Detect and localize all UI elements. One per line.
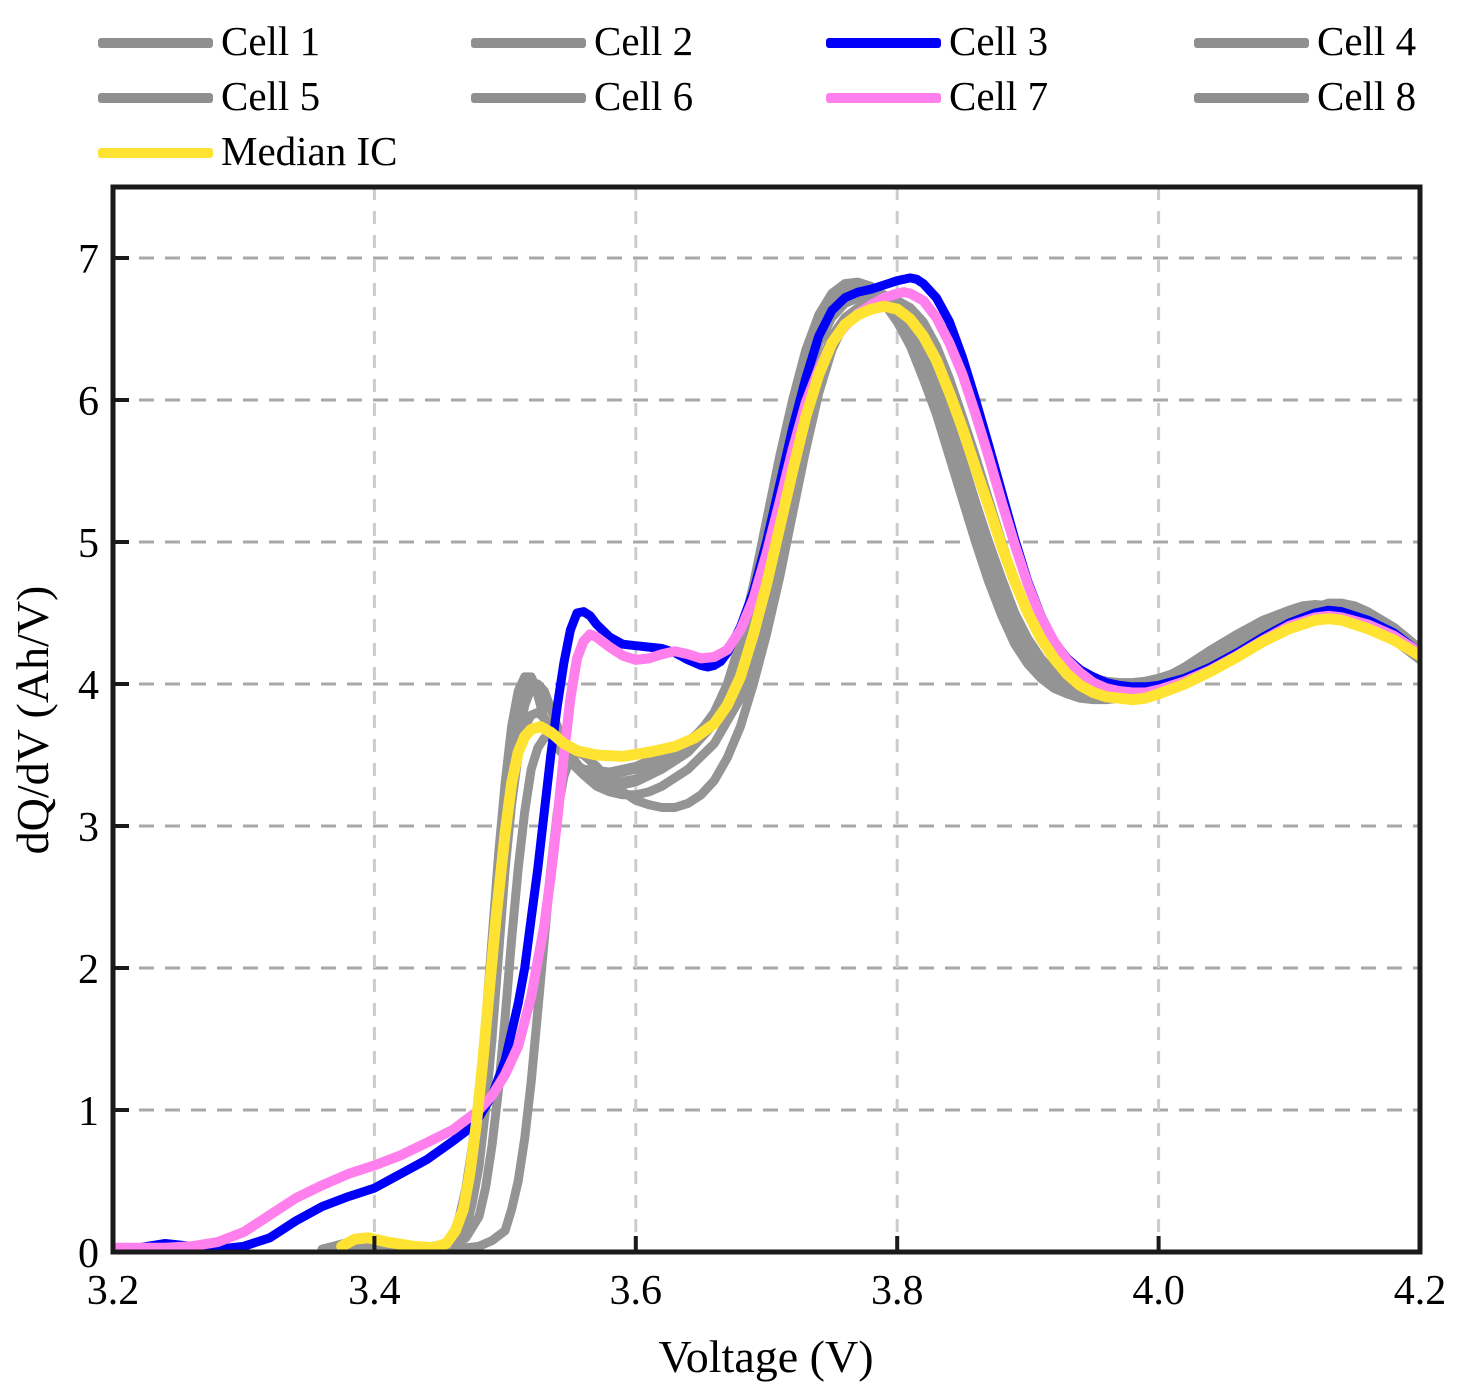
- legend-swatch-cell-5: [98, 93, 213, 103]
- legend-label-cell-6: Cell 6: [594, 72, 694, 119]
- legend-item-cell-8: Cell 8: [1194, 72, 1417, 119]
- legend-label-cell-7: Cell 7: [949, 72, 1049, 119]
- legend-item-cell-2: Cell 2: [471, 17, 694, 64]
- grid-lines: [113, 187, 1420, 1252]
- legend-swatch-cell-2: [471, 38, 586, 48]
- legend-item-cell-5: Cell 5: [98, 72, 321, 119]
- series-cell-7: [113, 287, 1420, 1252]
- legend-swatch-cell-1: [98, 38, 213, 48]
- legend-item-cell-6: Cell 6: [471, 72, 694, 119]
- y-tick-label: 6: [78, 379, 99, 425]
- plot-border: [110, 184, 1423, 1255]
- x-tick-label: 3.2: [87, 1268, 140, 1314]
- series-cell-8: [396, 294, 1420, 1252]
- x-tick-label: 4.0: [1132, 1268, 1185, 1314]
- series-cell-3: [113, 273, 1420, 1252]
- legend-label-cell-4: Cell 4: [1317, 17, 1417, 64]
- x-tick-label: 3.8: [871, 1268, 924, 1314]
- series-median-ic: [336, 300, 1420, 1252]
- y-tick-label: 1: [78, 1089, 99, 1135]
- x-axis-title: Voltage (V): [658, 1331, 873, 1382]
- y-tick-label: 3: [78, 805, 99, 851]
- y-tick-label: 5: [78, 521, 99, 567]
- x-tick-label: 3.6: [610, 1268, 663, 1314]
- y-tick-label: 7: [78, 237, 99, 283]
- axis-tick-marks: [111, 256, 1422, 1254]
- legend-label-cell-8: Cell 8: [1317, 72, 1417, 119]
- legend-swatch-cell-6: [471, 93, 586, 103]
- legend-label-cell-1: Cell 1: [221, 17, 321, 64]
- legend-swatch-cell-4: [1194, 38, 1309, 48]
- x-tick-label: 4.2: [1394, 1268, 1447, 1314]
- legend-swatch-cell-7: [826, 93, 941, 103]
- legend-swatch-cell-8: [1194, 93, 1309, 103]
- legend-label-cell-3: Cell 3: [949, 17, 1049, 64]
- legend-label-cell-5: Cell 5: [221, 72, 321, 119]
- legend-label-cell-2: Cell 2: [594, 17, 694, 64]
- y-tick-label: 2: [78, 947, 99, 993]
- legend-item-cell-4: Cell 4: [1194, 17, 1417, 64]
- data-curves: [113, 273, 1420, 1252]
- y-axis-title: dQ/dV (Ah/V): [7, 586, 58, 855]
- legend-item-cell-1: Cell 1: [98, 17, 321, 64]
- legend-label-median-ic: Median IC: [221, 127, 398, 174]
- x-tick-label: 3.4: [348, 1268, 401, 1314]
- axis-tick-labels: 0 1 2 3 4 5 6 7 3.2 3.4 3.6 3.8 4.0 4.2: [78, 237, 1446, 1314]
- legend-item-cell-7: Cell 7: [826, 72, 1049, 119]
- legend-item-cell-3: Cell 3: [826, 17, 1049, 64]
- y-tick-label: 0: [78, 1231, 99, 1277]
- legend-swatch-cell-3: [826, 38, 941, 48]
- legend-swatch-median-ic: [98, 148, 213, 158]
- y-tick-label: 4: [78, 663, 99, 709]
- chart-legend: Cell 1 Cell 2 Cell 3 Cell 4 Cell 5 Cell …: [0, 0, 1470, 180]
- legend-item-median-ic: Median IC: [98, 127, 398, 174]
